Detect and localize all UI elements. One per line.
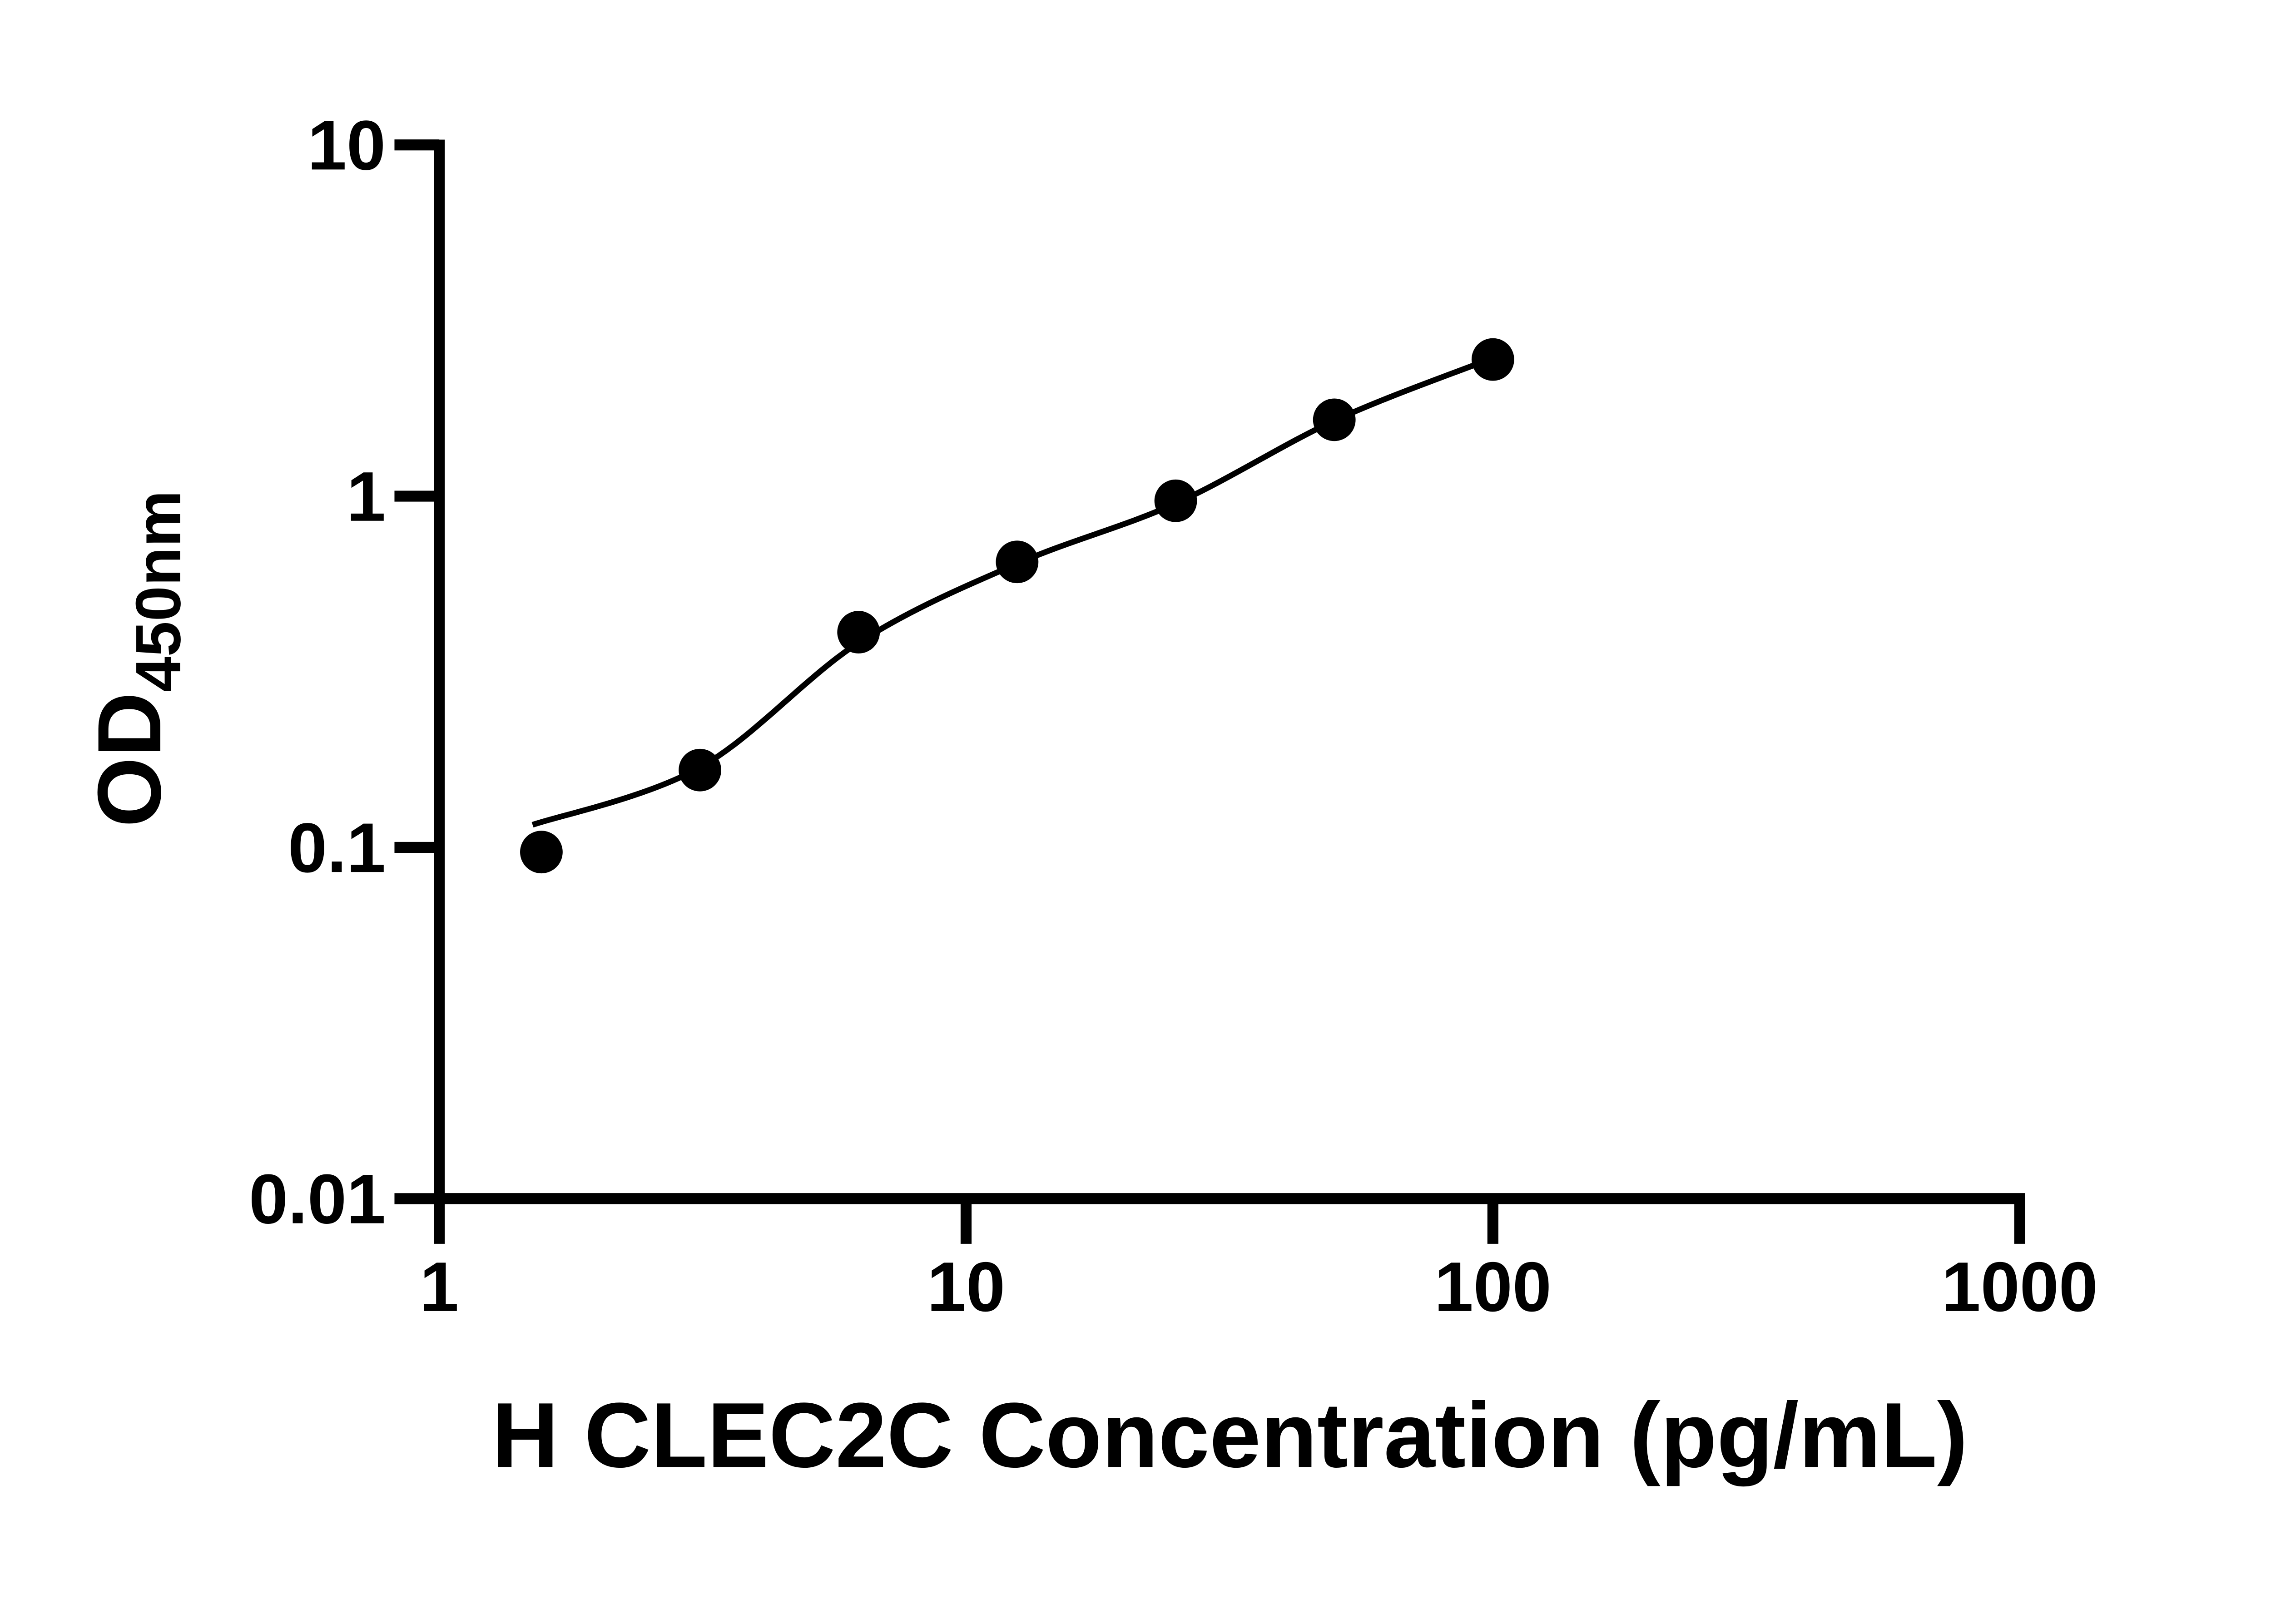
y-tick-label: 0.1 <box>288 808 386 887</box>
y-tick-label: 1 <box>347 457 386 536</box>
y-axis-title-subscript: 450nm <box>123 490 194 692</box>
y-axis-title: OD450nm <box>79 490 194 827</box>
x-tick-label: 1000 <box>1942 1248 2098 1326</box>
chart-container: 1 10 100 1000 10 1 0.1 0.01 H CLEC2C Concentrat… <box>79 106 2098 1487</box>
y-tick-label: 0.01 <box>249 1160 386 1238</box>
data-point <box>1313 398 1356 441</box>
data-point <box>679 748 721 792</box>
x-tick-label: 100 <box>1434 1248 1552 1326</box>
data-point <box>520 831 563 874</box>
x-axis-title: H CLEC2C Concentration (pg/mL) <box>492 1384 1968 1487</box>
elisa-standard-curve-chart: 1 10 100 1000 10 1 0.1 0.01 H CLEC2C Concentrat… <box>79 106 2098 1487</box>
tick-marks: 1 10 100 1000 10 1 0.1 0.01 <box>249 106 2098 1326</box>
data-point <box>837 611 880 654</box>
data-point <box>1471 338 1514 381</box>
data-points <box>520 338 1514 874</box>
data-point <box>996 540 1039 584</box>
axes <box>434 139 2025 1204</box>
x-tick-label: 10 <box>927 1248 1005 1326</box>
x-tick-label: 1 <box>420 1248 459 1326</box>
y-axis-title-main: OD <box>79 692 180 827</box>
y-tick-label: 10 <box>307 106 386 184</box>
data-point <box>1154 479 1197 522</box>
